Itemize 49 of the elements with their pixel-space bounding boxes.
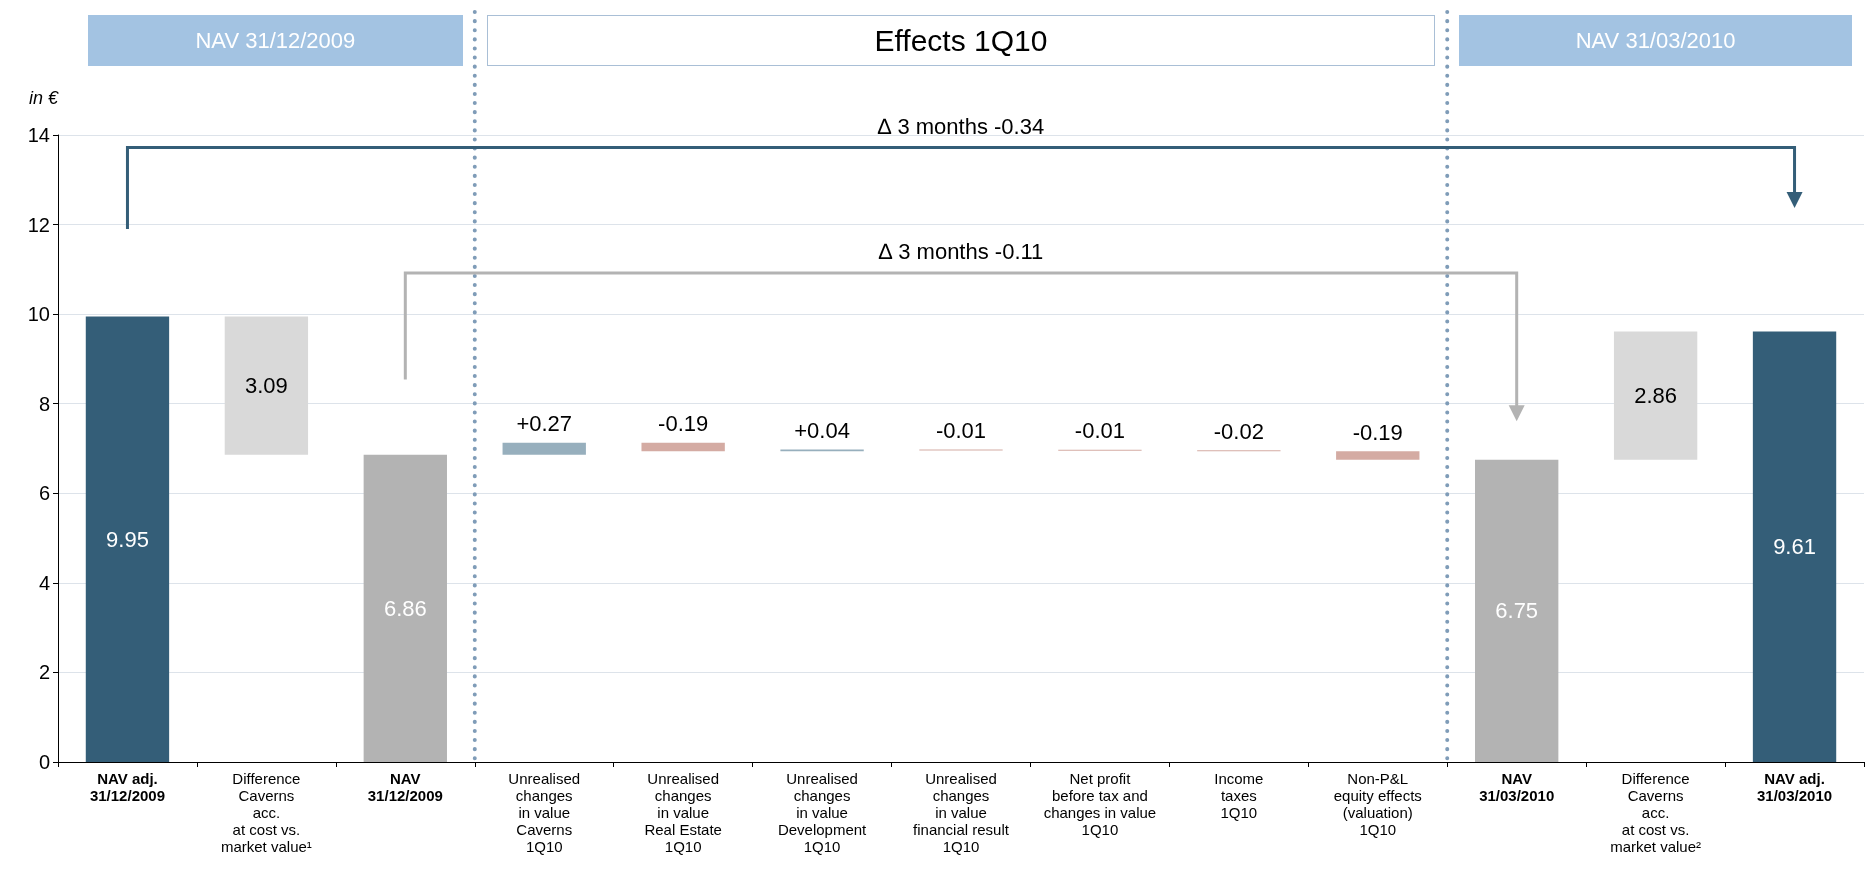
data-label: -0.19	[1352, 419, 1403, 445]
data-label: -0.01	[1074, 418, 1125, 444]
data-label: 9.95	[106, 526, 149, 552]
data-label: 6.75	[1495, 598, 1539, 624]
bar	[1336, 451, 1420, 460]
bar	[641, 442, 725, 452]
x-tick-label: Unrealised changes in value financial result 1Q10	[913, 770, 1010, 855]
data-label: 9.61	[1773, 534, 1816, 560]
x-tick-label: Non-P&L equity effects (valuation) 1Q10	[1333, 770, 1422, 838]
y-tick-label: 8	[38, 392, 50, 415]
bar	[502, 442, 586, 455]
annotation: ∆ 3 months -0.11	[878, 238, 1044, 265]
bar	[85, 316, 170, 762]
x-tick-label: NAV adj. 31/03/2010	[1757, 770, 1833, 804]
x-tick-label: Unrealised changes in value Real Estate 1Q10	[644, 770, 722, 855]
text: NAV 31/12/2009	[88, 15, 463, 66]
y-axis-title: in €	[28, 88, 59, 108]
x-tick-label: Difference Caverns acc. at cost vs. market value²	[1610, 770, 1702, 855]
x-tick-label: Income taxes 1Q10	[1214, 770, 1264, 821]
data-label: 3.09	[244, 373, 288, 399]
x-tick-label: Unrealised changes in value Caverns 1Q10	[508, 770, 581, 855]
data-label: -0.01	[935, 417, 987, 443]
y-tick-label: 12	[27, 213, 50, 236]
y-tick-label: 2	[38, 661, 50, 684]
x-tick-label: Net profit before tax and changes in value 1Q10	[1043, 770, 1157, 838]
x-tick-label: Difference Caverns acc. at cost vs. market value¹	[220, 770, 312, 855]
x-tick-label: Unrealised changes in value Development 1Q10	[777, 770, 868, 855]
annotation: ∆ 3 months -0.34	[877, 113, 1045, 140]
y-tick-label: 0	[38, 751, 50, 773]
bar	[1613, 331, 1698, 460]
x-tick-label: NAV adj. 31/12/2009	[89, 770, 165, 804]
x-tick-label: NAV 31/03/2010	[1479, 770, 1555, 804]
y-tick-label: 4	[38, 571, 50, 594]
data-label: 2.86	[1634, 383, 1678, 409]
y-tick-label: 6	[38, 482, 50, 505]
bar	[1475, 459, 1559, 762]
data-label: -0.19	[658, 411, 709, 437]
x-tick-label: NAV 31/12/2009	[367, 770, 443, 804]
data-label: -0.02	[1213, 418, 1264, 444]
text: NAV 31/03/2010	[1459, 15, 1852, 66]
data-label: +0.27	[516, 411, 573, 437]
y-tick-label: 14	[27, 124, 50, 146]
text: Effects 1Q10	[486, 15, 1436, 66]
data-label: +0.04	[794, 417, 850, 443]
bar	[224, 316, 309, 455]
bar	[363, 454, 447, 762]
data-label: 6.86	[383, 595, 427, 621]
y-tick-label: 10	[27, 303, 50, 326]
bar	[1752, 331, 1837, 762]
